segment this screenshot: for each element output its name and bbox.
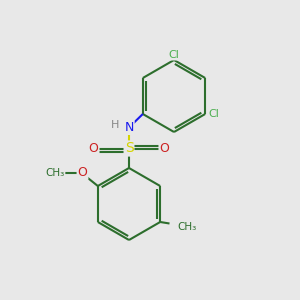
Text: S: S (124, 142, 134, 155)
Text: O: O (78, 166, 87, 179)
Text: N: N (124, 121, 134, 134)
Text: CH₃: CH₃ (177, 222, 196, 232)
Text: O: O (160, 142, 169, 155)
Text: Cl: Cl (209, 109, 220, 119)
Text: O: O (89, 142, 98, 155)
Text: CH₃: CH₃ (45, 167, 64, 178)
Text: Cl: Cl (169, 50, 179, 60)
Text: H: H (111, 119, 120, 130)
